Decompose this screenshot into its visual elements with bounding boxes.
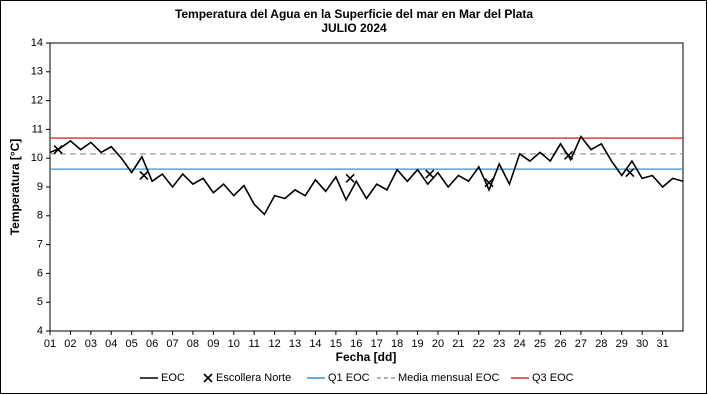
x-tick-label: 27 bbox=[575, 338, 587, 350]
legend-label: Escollera Norte bbox=[216, 372, 291, 384]
y-tick-label: 7 bbox=[37, 239, 43, 251]
x-tick-label: 03 bbox=[85, 338, 97, 350]
x-tick-label: 25 bbox=[534, 338, 546, 350]
x-tick-label: 17 bbox=[371, 338, 383, 350]
x-tick-label: 11 bbox=[248, 338, 259, 350]
legend-marker bbox=[203, 373, 213, 383]
y-tick-label: 14 bbox=[31, 37, 43, 49]
x-tick-label: 28 bbox=[595, 338, 607, 350]
y-tick-label: 5 bbox=[37, 296, 43, 308]
y-axis-label: Temperatura [°C] bbox=[8, 139, 22, 236]
y-tick-label: 10 bbox=[31, 152, 43, 164]
y-tick-label: 6 bbox=[37, 267, 43, 279]
y-tick-label: 4 bbox=[37, 325, 43, 337]
marker bbox=[345, 173, 355, 183]
marker bbox=[139, 170, 149, 181]
x-tick-label: 18 bbox=[391, 338, 403, 350]
chart-subtitle: JULIO 2024 bbox=[321, 21, 387, 35]
x-tick-label: 31 bbox=[656, 338, 668, 350]
marker bbox=[564, 150, 574, 160]
legend-label: Media mensual EOC bbox=[398, 372, 500, 384]
x-tick-label: 24 bbox=[514, 338, 526, 350]
x-tick-label: 01 bbox=[44, 338, 56, 350]
x-tick-label: 14 bbox=[309, 338, 321, 350]
marker bbox=[53, 144, 63, 155]
x-tick-label: 23 bbox=[493, 338, 505, 350]
y-tick-label: 13 bbox=[31, 66, 43, 78]
chart-title: Temperatura del Agua en la Superficie de… bbox=[175, 7, 533, 21]
x-axis-label: Fecha [dd] bbox=[336, 350, 397, 364]
x-tick-label: 02 bbox=[64, 338, 76, 350]
x-tick-label: 16 bbox=[350, 338, 362, 350]
x-tick-label: 20 bbox=[432, 338, 444, 350]
y-tick-label: 8 bbox=[37, 210, 43, 222]
x-tick-label: 15 bbox=[330, 338, 342, 350]
x-tick-label: 06 bbox=[146, 338, 158, 350]
y-tick-label: 11 bbox=[32, 123, 43, 135]
x-tick-label: 13 bbox=[289, 338, 301, 350]
x-tick-label: 09 bbox=[207, 338, 219, 350]
x-tick-label: 21 bbox=[452, 338, 464, 350]
x-tick-label: 07 bbox=[166, 338, 178, 350]
x-tick-label: 04 bbox=[105, 338, 117, 350]
x-tick-label: 08 bbox=[187, 338, 199, 350]
y-tick-label: 9 bbox=[37, 181, 43, 193]
legend-label: Q3 EOC bbox=[532, 372, 574, 384]
marker bbox=[425, 169, 435, 179]
data-line bbox=[49, 135, 684, 216]
x-tick-label: 19 bbox=[411, 338, 423, 350]
x-tick-label: 05 bbox=[126, 338, 138, 350]
marker bbox=[484, 178, 494, 188]
x-tick-label: 10 bbox=[228, 338, 240, 350]
x-tick-label: 29 bbox=[616, 338, 628, 350]
legend-label: EOC bbox=[161, 372, 185, 384]
y-tick-label: 12 bbox=[31, 95, 43, 107]
x-tick-label: 26 bbox=[554, 338, 566, 350]
x-tick-label: 12 bbox=[268, 338, 280, 350]
x-tick-label: 22 bbox=[473, 338, 485, 350]
legend-label: Q1 EOC bbox=[328, 372, 370, 384]
x-tick-label: 30 bbox=[636, 338, 648, 350]
marker bbox=[625, 168, 635, 178]
